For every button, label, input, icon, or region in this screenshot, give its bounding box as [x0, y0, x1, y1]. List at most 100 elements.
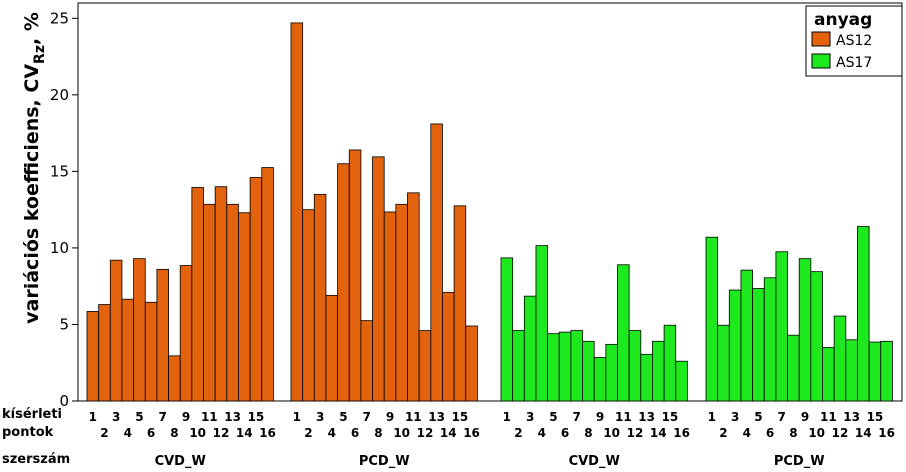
- x-category-label: 2: [100, 426, 108, 440]
- y-axis-label-unit: , %: [21, 12, 43, 45]
- x-category-label: 12: [417, 426, 434, 440]
- x-category-label: 16: [878, 426, 895, 440]
- row-label-points-1: kísérleti: [2, 407, 62, 422]
- bar: [652, 340, 665, 402]
- x-category-label: 13: [224, 410, 241, 424]
- x-category-label: 7: [159, 410, 167, 424]
- bar: [535, 245, 549, 402]
- x-category-label: 2: [514, 426, 522, 440]
- x-category-label: 8: [789, 426, 797, 440]
- bar: [822, 347, 835, 402]
- x-category-label: 2: [304, 426, 312, 440]
- bar: [372, 156, 385, 402]
- x-category-label: 4: [743, 426, 751, 440]
- y-axis-label-sub: Rz: [32, 45, 48, 64]
- x-category-label: 7: [573, 410, 581, 424]
- x-category-label: 6: [766, 426, 774, 440]
- x-category-label: 2: [719, 426, 727, 440]
- bar: [191, 187, 204, 402]
- x-category-label: 12: [627, 426, 644, 440]
- bar: [857, 226, 870, 402]
- x-category-label: 15: [867, 410, 884, 424]
- x-category-label: 11: [615, 410, 632, 424]
- legend-entry-as12: AS12: [836, 33, 872, 49]
- x-category-label: 6: [147, 426, 155, 440]
- bar: [395, 203, 408, 402]
- x-category-label: 8: [584, 426, 592, 440]
- legend: anyag AS12 AS17: [805, 5, 903, 77]
- bar: [121, 298, 134, 402]
- bar-group-pcd_w-as12: [290, 22, 478, 402]
- x-category-label: 15: [452, 410, 469, 424]
- y-axis: 0 5 10 15 20 25: [50, 9, 78, 410]
- bar: [775, 251, 788, 402]
- bar: [325, 294, 339, 402]
- bar: [226, 203, 239, 402]
- bar: [752, 288, 765, 402]
- y-axis-label: variációs koefficiens, CVRz, %: [21, 12, 48, 324]
- x-category-label: 16: [673, 426, 690, 440]
- y-tick-label: 0: [59, 392, 69, 410]
- bar: [360, 320, 373, 402]
- bar: [144, 301, 158, 402]
- bar: [628, 330, 642, 402]
- bar: [109, 259, 123, 402]
- y-tick-label: 10: [50, 239, 69, 257]
- tool-label: PCD_W: [774, 454, 825, 469]
- plot-area-border: [77, 2, 903, 402]
- bar: [728, 289, 742, 402]
- x-category-label: 9: [596, 410, 604, 424]
- bar: [605, 343, 618, 402]
- x-category-label: 3: [112, 410, 120, 424]
- x-category-label: 13: [638, 410, 655, 424]
- x-category-label: 3: [316, 410, 324, 424]
- tool-label: CVD_W: [569, 454, 620, 469]
- bar: [383, 211, 397, 402]
- x-category-label: 11: [201, 410, 218, 424]
- bar: [442, 291, 455, 402]
- x-category-label: 8: [170, 426, 178, 440]
- bar-group-cvd_w-as12: [86, 167, 274, 402]
- x-category-label: 14: [236, 426, 253, 440]
- y-tick-label: 20: [50, 86, 69, 104]
- x-category-label: 9: [801, 410, 809, 424]
- legend-entry-as17: AS17: [836, 55, 872, 71]
- legend-swatch-as12: [811, 31, 831, 47]
- y-tick-label: 25: [50, 9, 69, 27]
- bar: [453, 205, 467, 402]
- tool-label: PCD_W: [359, 454, 410, 469]
- x-category-label: 16: [463, 426, 480, 440]
- row-label-tool: szerszám: [2, 452, 70, 467]
- y-axis-label-main: variációs koefficiens, CV: [21, 64, 43, 324]
- x-category-label: 13: [843, 410, 860, 424]
- x-category-label: 16: [259, 426, 276, 440]
- x-category-label: 7: [778, 410, 786, 424]
- bar: [86, 311, 100, 402]
- x-category-label: 5: [754, 410, 762, 424]
- category-labels: 1234567891011121314151612345678910111213…: [89, 410, 895, 440]
- bar: [663, 324, 677, 402]
- y-tick-label: 5: [59, 315, 69, 333]
- x-category-label: 1: [708, 410, 716, 424]
- bar: [845, 339, 858, 402]
- x-category-label: 6: [561, 426, 569, 440]
- x-category-label: 5: [339, 410, 347, 424]
- bar: [617, 264, 630, 402]
- x-category-label: 4: [328, 426, 336, 440]
- bar: [740, 269, 754, 402]
- x-category-label: 8: [374, 426, 382, 440]
- x-category-label: 14: [650, 426, 667, 440]
- x-category-label: 14: [440, 426, 457, 440]
- bar: [582, 340, 595, 402]
- bar: [547, 333, 560, 402]
- bar: [203, 203, 216, 402]
- bar: [430, 123, 443, 402]
- x-category-label: 5: [135, 410, 143, 424]
- x-category-label: 14: [855, 426, 872, 440]
- bar: [787, 334, 800, 402]
- bar: [407, 192, 420, 402]
- y-tick-label: 15: [50, 162, 69, 180]
- bar-group-pcd_w-as17: [705, 226, 893, 402]
- x-category-label: 15: [248, 410, 265, 424]
